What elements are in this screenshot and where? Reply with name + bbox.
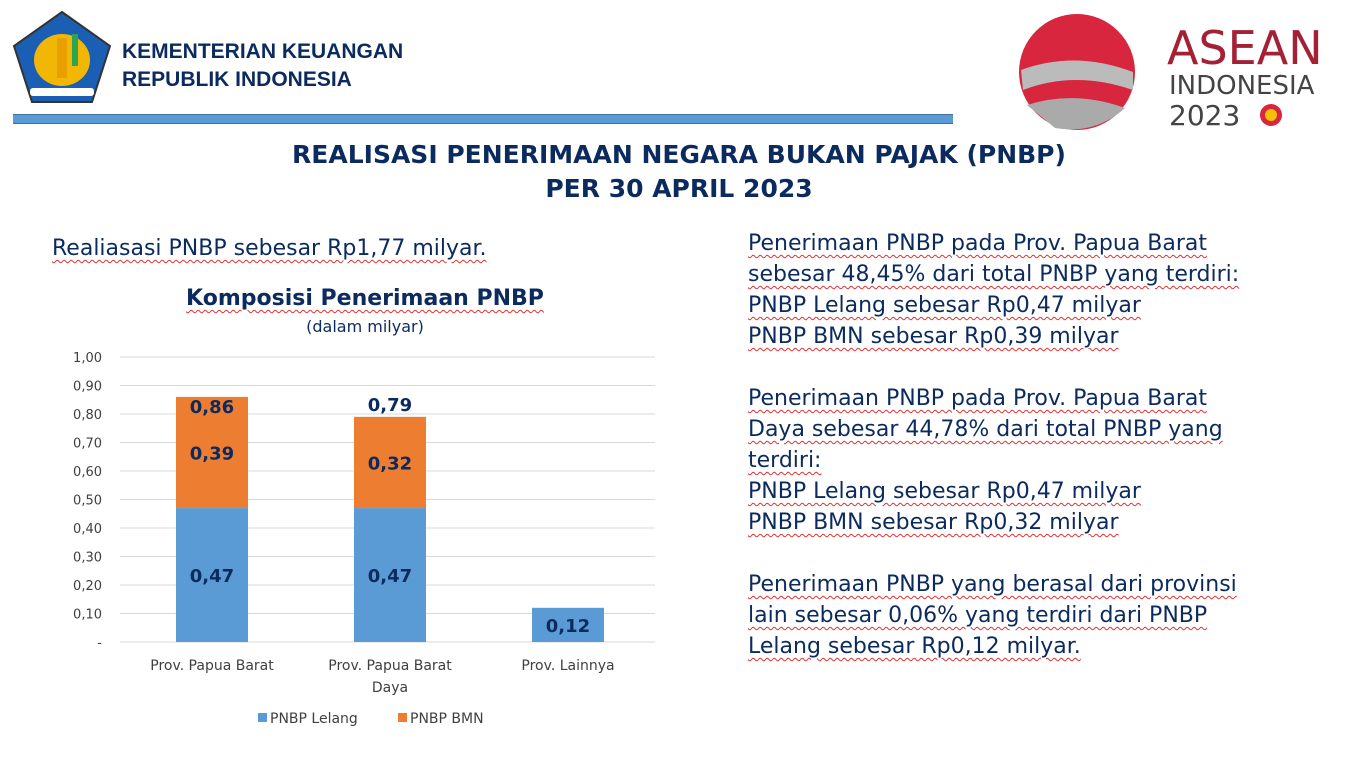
x-tick-label: Daya: [372, 680, 408, 696]
data-label: 0,32: [368, 453, 412, 474]
y-tick-label: -: [97, 636, 102, 651]
note-line: sebesar 48,45% dari total PNBP yang terd…: [748, 262, 1240, 287]
y-tick-label: 0,40: [73, 522, 102, 537]
bar-segment: [176, 508, 248, 642]
note-line: PNBP BMN sebesar Rp0,39 milyar: [748, 324, 1119, 349]
org-line-1: KEMENTERIAN KEUANGAN: [122, 40, 404, 63]
x-tick-label: Prov. Papua Barat: [150, 658, 274, 674]
data-label: 0,12: [546, 616, 590, 637]
chart-subtitle: (dalam milyar): [306, 317, 424, 336]
total-label: 0,79: [368, 395, 412, 416]
legend-label: PNBP Lelang: [270, 711, 358, 727]
legend-label: PNBP BMN: [410, 711, 484, 727]
page-title: REALISASI PENERIMAAN NEGARA BUKAN PAJAK …: [0, 138, 1358, 206]
note-line: terdiri:: [748, 448, 822, 473]
legend-swatch: [398, 713, 407, 722]
asean-text: ASEAN: [1167, 21, 1323, 75]
bar-segment: [176, 396, 248, 509]
asean-indonesia-logo: ASEAN INDONESIA 2023: [1019, 14, 1323, 132]
y-tick-label: 0,70: [73, 437, 102, 452]
org-line-2: REPUBLIK INDONESIA: [122, 68, 352, 91]
x-tick-label: Prov. Papua Barat: [328, 658, 452, 674]
summary-text: Realiasasi PNBP sebesar Rp1,77 milyar.: [52, 236, 487, 261]
data-label: 0,47: [190, 566, 234, 587]
note-line: PNBP Lelang sebesar Rp0,47 milyar: [748, 293, 1141, 318]
y-tick-label: 0,60: [73, 465, 102, 480]
total-label: 0,86: [190, 397, 234, 418]
chart-title: Komposisi Penerimaan PNBP: [186, 286, 544, 311]
note-line: Penerimaan PNBP pada Prov. Papua Barat: [748, 386, 1208, 411]
bar-segment: [354, 416, 426, 509]
kemenkeu-logo: [12, 10, 112, 103]
bar-segment: [532, 607, 604, 642]
y-tick-label: 0,50: [73, 494, 102, 509]
note-line: PNBP Lelang sebesar Rp0,47 milyar: [748, 479, 1141, 504]
x-tick-label: Prov. Lainnya: [521, 658, 614, 674]
y-tick-label: 0,30: [73, 551, 102, 566]
indonesia-text: INDONESIA: [1169, 71, 1315, 101]
note-line: lain sebesar 0,06% yang terdiri dari PNB…: [748, 603, 1208, 628]
y-tick-label: 1,00: [73, 351, 102, 366]
year-text: 2023: [1169, 99, 1240, 132]
header-divider: [13, 114, 953, 124]
title-line-1: REALISASI PENERIMAAN NEGARA BUKAN PAJAK …: [292, 140, 1066, 169]
note-paragraph: Penerimaan PNBP yang berasal dari provin…: [748, 569, 1239, 662]
note-line: Penerimaan PNBP yang berasal dari provin…: [748, 572, 1237, 597]
y-tick-label: 0,90: [73, 380, 102, 395]
organization-name: KEMENTERIAN KEUANGAN REPUBLIK INDONESIA: [122, 38, 403, 94]
data-label: 0,39: [190, 443, 234, 464]
title-line-2: PER 30 APRIL 2023: [545, 174, 813, 203]
note-line: Penerimaan PNBP pada Prov. Papua Barat: [748, 231, 1208, 256]
stacked-bar-chart: - 0,10 0,20 0,30 0,40 0,50 0,60 0,70 0,80 0,90 1,0…: [73, 351, 655, 727]
bar-segment: [354, 508, 426, 642]
y-tick-label: 0,10: [73, 608, 102, 623]
y-tick-label: 0,80: [73, 408, 102, 423]
note-paragraph: Penerimaan PNBP pada Prov. Papua Barat Da…: [748, 383, 1239, 538]
y-tick-label: 0,20: [73, 579, 102, 594]
note-line: Lelang sebesar Rp0,12 milyar.: [748, 634, 1081, 659]
legend-swatch: [258, 713, 267, 722]
note-line: PNBP BMN sebesar Rp0,32 milyar: [748, 510, 1119, 535]
notes-panel: Penerimaan PNBP pada Prov. Papua Barat se…: [748, 228, 1239, 693]
note-line: Daya sebesar 44,78% dari total PNBP yang: [748, 417, 1223, 442]
data-label: 0,47: [368, 566, 412, 587]
note-paragraph: Penerimaan PNBP pada Prov. Papua Barat se…: [748, 228, 1239, 352]
